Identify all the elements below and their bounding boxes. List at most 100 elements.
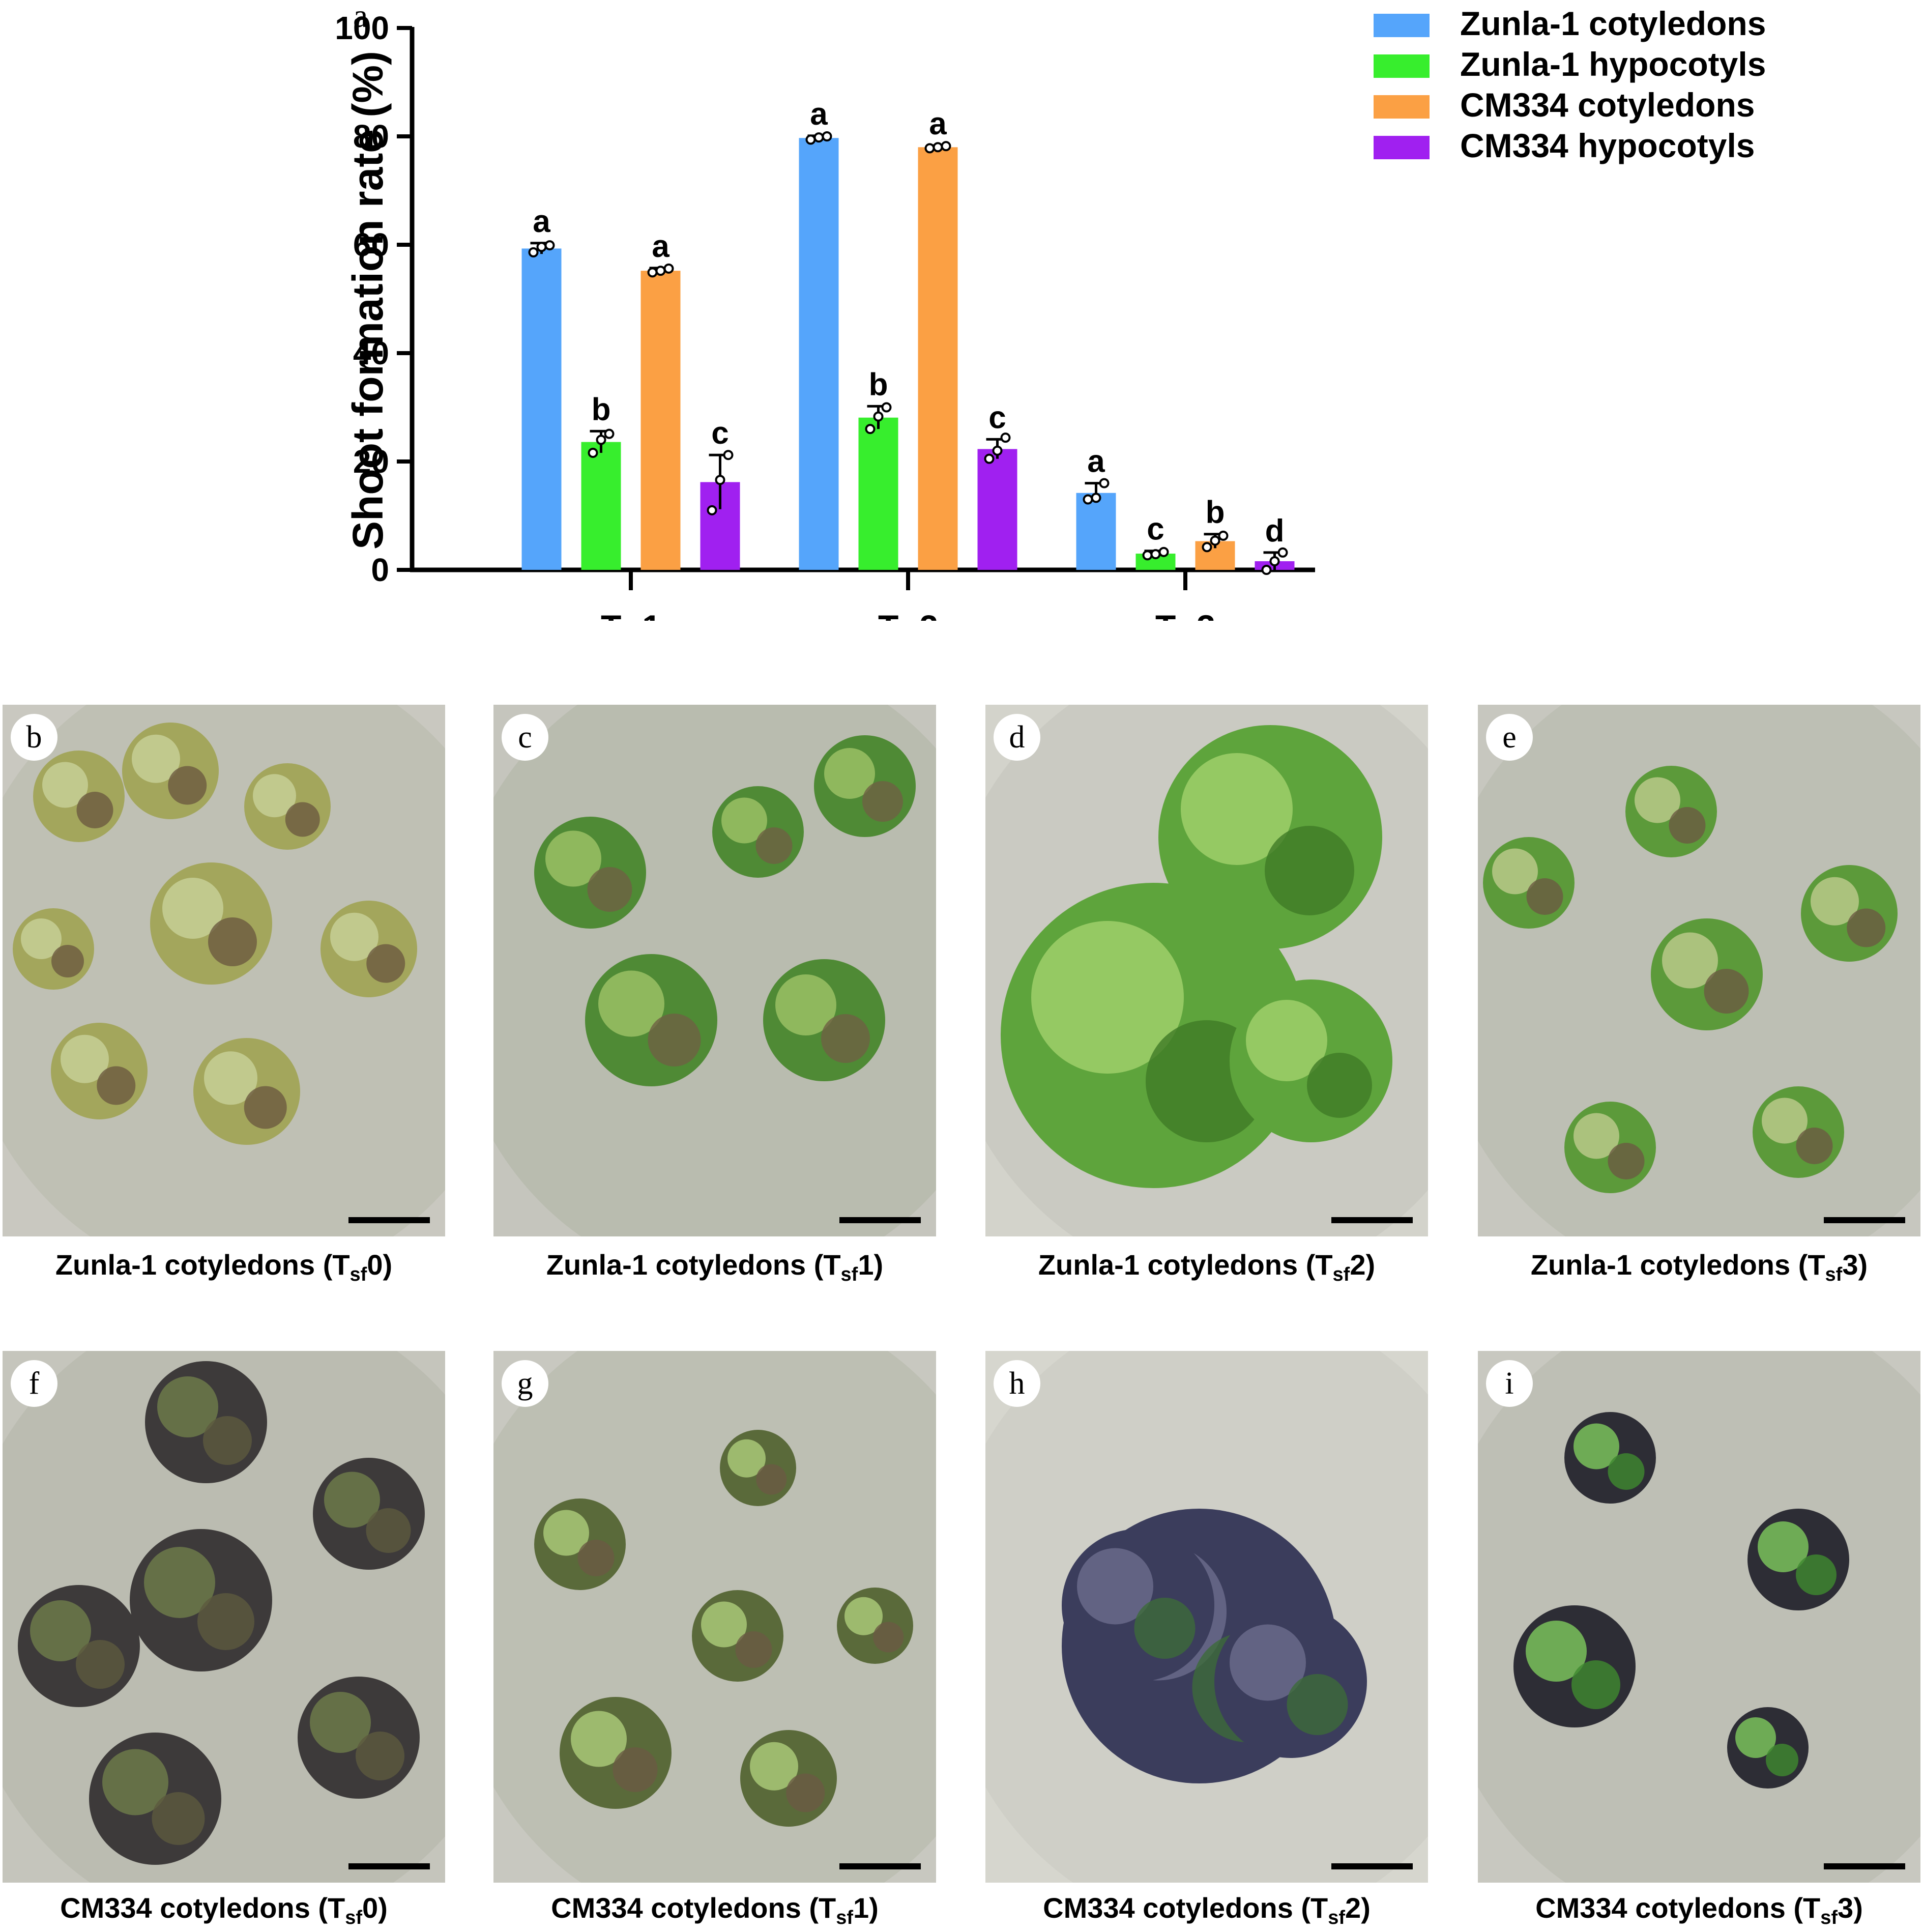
data-point — [1218, 530, 1229, 541]
scale-bar — [348, 1217, 430, 1223]
photo-caption-h: CM334 cotyledons (Tsf2) — [1043, 1892, 1371, 1929]
bar — [1076, 493, 1116, 570]
data-point — [663, 263, 674, 274]
photo-panel-h: h — [985, 1351, 1428, 1883]
culture-photo — [493, 1351, 936, 1883]
tissue-shadow — [577, 1540, 615, 1576]
tissue-highlight — [102, 1749, 168, 1815]
data-point — [723, 450, 734, 460]
scale-bar — [1331, 1863, 1413, 1869]
tissue-highlight — [1181, 753, 1293, 865]
culture-photo — [3, 1351, 445, 1883]
tissue-shadow — [735, 1631, 772, 1668]
tissue-shadow — [1265, 826, 1354, 915]
photo-caption-g: CM334 cotyledons (Tsf1) — [551, 1892, 879, 1929]
photo-panel-f: f — [3, 1351, 445, 1883]
significance-letter: a — [810, 97, 828, 132]
bar — [581, 442, 621, 570]
tissue-highlight — [598, 970, 664, 1037]
tissue-shadow — [1571, 1660, 1620, 1709]
legend-swatch — [1374, 136, 1430, 159]
bar — [977, 449, 1017, 570]
tissue-highlight — [543, 1510, 589, 1556]
bar — [799, 138, 839, 570]
tissue-shadow — [1847, 908, 1886, 947]
tissue-highlight — [61, 1034, 109, 1083]
data-point — [1150, 549, 1161, 560]
tissue-highlight — [545, 830, 601, 887]
tissue-shadow — [97, 1066, 136, 1105]
tissue-shadow — [366, 944, 405, 983]
data-point — [1158, 546, 1169, 557]
scale-bar — [1824, 1217, 1905, 1223]
photo-letter-label: d — [994, 714, 1040, 761]
data-point — [984, 453, 995, 464]
tissue-shadow — [821, 1014, 870, 1063]
photo-panel-d: d — [985, 705, 1428, 1236]
tissue-shadow — [1796, 1128, 1833, 1164]
tissue-shadow — [1526, 878, 1563, 915]
scale-bar — [1331, 1217, 1413, 1223]
data-point — [805, 134, 816, 145]
tissue-highlight — [727, 1439, 766, 1478]
tissue-highlight — [721, 797, 767, 844]
tissue-shadow — [862, 781, 903, 822]
data-point — [1277, 547, 1288, 558]
data-point — [596, 435, 606, 445]
data-point — [881, 402, 892, 413]
y-tick-label: 40 — [353, 335, 389, 371]
legend-swatch — [1374, 95, 1430, 119]
culture-photo — [3, 705, 445, 1236]
data-point — [933, 142, 943, 153]
x-tick-label: Tsf2 — [878, 608, 938, 621]
tissue-highlight — [1230, 1624, 1306, 1701]
photo-letter-label: i — [1486, 1360, 1533, 1407]
tissue-shadow — [1307, 1053, 1372, 1118]
tissue-highlight — [824, 748, 875, 799]
significance-letter: c — [711, 416, 729, 451]
tissue-shadow — [1796, 1554, 1837, 1595]
data-point — [1091, 493, 1101, 503]
scale-bar — [839, 1863, 921, 1869]
scale-bar — [348, 1863, 430, 1869]
tissue-highlight — [571, 1711, 627, 1767]
data-point — [873, 411, 884, 422]
tissue-highlight — [157, 1376, 218, 1437]
tissue-shadow — [1608, 1143, 1645, 1179]
culture-photo — [493, 705, 936, 1236]
tissue-highlight — [1574, 1423, 1619, 1469]
tissue-shadow — [648, 1014, 701, 1066]
tissue-highlight — [1574, 1113, 1619, 1159]
data-point — [1210, 535, 1220, 546]
tissue-shadow — [587, 867, 632, 912]
significance-letter: c — [1147, 512, 1164, 547]
data-point — [924, 143, 935, 154]
significance-letter: a — [929, 106, 947, 141]
bar — [640, 271, 681, 570]
significance-letter: a — [1087, 444, 1105, 479]
bar — [918, 147, 958, 570]
significance-letter: b — [592, 392, 611, 427]
tissue-shadow — [152, 1792, 205, 1845]
tissue-highlight — [844, 1597, 883, 1635]
data-point — [544, 240, 555, 251]
photo-caption-d: Zunla-1 cotyledons (Tsf2) — [1038, 1249, 1376, 1286]
tissue-highlight — [1635, 777, 1680, 823]
data-point — [1099, 478, 1110, 488]
data-point — [822, 131, 832, 141]
tissue-shadow — [755, 827, 793, 864]
data-point — [813, 132, 824, 143]
tissue-shadow — [873, 1622, 904, 1653]
tissue-shadow — [76, 1640, 125, 1689]
y-tick-label: 60 — [353, 226, 389, 263]
significance-letter: a — [652, 229, 669, 264]
tissue-shadow — [786, 1773, 825, 1812]
data-point — [1261, 565, 1272, 575]
photo-panel-b: b — [3, 705, 445, 1236]
legend-swatch — [1374, 54, 1430, 78]
legend-swatch — [1374, 14, 1430, 37]
panel-label-a: a — [353, 0, 368, 35]
tissue-highlight — [21, 918, 62, 959]
tissue-shadow — [613, 1747, 658, 1792]
culture-photo — [985, 1351, 1428, 1883]
